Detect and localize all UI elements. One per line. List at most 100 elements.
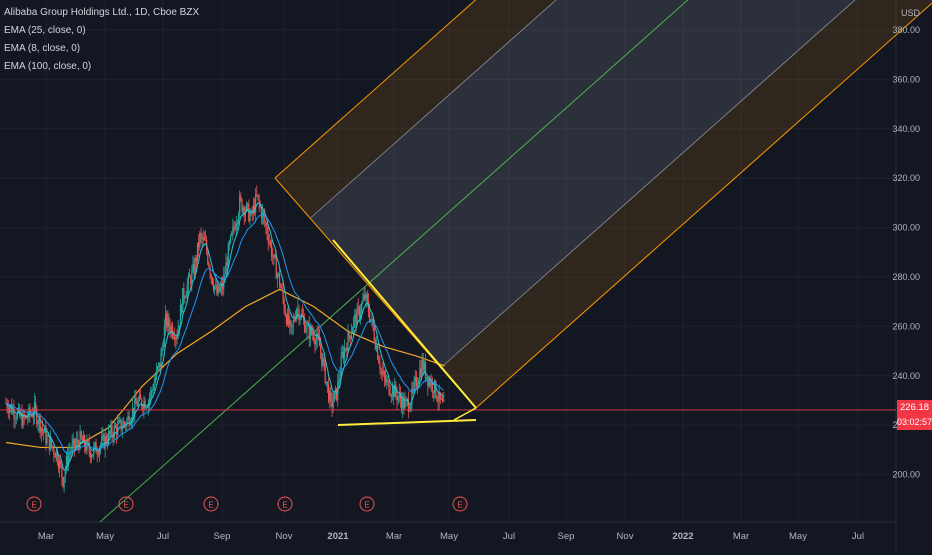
candle-body (21, 413, 23, 427)
earnings-marker[interactable]: E (277, 496, 293, 512)
candle-body (168, 316, 170, 327)
candle-body (414, 377, 416, 382)
candle-body (382, 372, 384, 375)
candle-body (184, 297, 186, 299)
candle-body (53, 448, 55, 455)
candle-body (103, 434, 105, 449)
candle-body (393, 386, 395, 397)
candle-body (264, 215, 266, 224)
candle-body (424, 362, 427, 379)
candle-body (207, 251, 209, 263)
candle-body (212, 284, 215, 290)
candle-body (403, 397, 405, 409)
candle-body (36, 408, 38, 425)
candle-body (372, 318, 374, 329)
ema-8-label[interactable]: EMA (8, close, 0) (4, 43, 81, 54)
candle-body (194, 258, 196, 276)
candle-body (66, 456, 69, 465)
earnings-marker[interactable]: E (359, 496, 375, 512)
candle-body (369, 312, 371, 321)
candle-body (228, 242, 231, 244)
earnings-marker[interactable]: E (26, 496, 42, 512)
candle-body (394, 384, 396, 397)
candle-body (388, 381, 390, 394)
candle-body (142, 406, 144, 410)
candle-body (179, 305, 182, 326)
candle-body (175, 336, 177, 340)
candle-body (260, 207, 262, 219)
candle-body (252, 205, 254, 214)
candle-body (117, 423, 119, 435)
candle-body (289, 320, 291, 326)
candle-body (174, 337, 176, 340)
candle-body (428, 379, 430, 387)
candle-body (275, 257, 277, 279)
price-tick-label: 260.00 (892, 321, 920, 331)
candle-body (313, 334, 315, 341)
candle-body (203, 237, 205, 241)
earnings-circle (26, 496, 42, 512)
candle-body (171, 326, 174, 336)
candle-body (375, 345, 378, 350)
candle-body (253, 205, 256, 213)
candle-body (294, 318, 297, 321)
price-tick-label: 200.00 (892, 470, 920, 480)
candle-body (345, 348, 347, 349)
candle-body (196, 242, 199, 262)
ema-100-label[interactable]: EMA (100, close, 0) (4, 61, 92, 72)
candle-body (339, 374, 341, 381)
candle-body (118, 420, 120, 424)
candle-body (52, 446, 54, 449)
candle-body (76, 439, 78, 445)
candle-body (11, 404, 13, 414)
candle-body (438, 392, 440, 402)
time-tick-label: May (789, 531, 807, 542)
candle-body (245, 203, 248, 211)
candle-body (73, 438, 75, 448)
candle-body (346, 348, 348, 351)
candle-body (165, 313, 167, 327)
earnings-marker[interactable]: E (452, 496, 468, 512)
earnings-label: E (208, 501, 213, 510)
candle-body (233, 226, 235, 229)
candle-body (273, 254, 275, 258)
candle-body (314, 340, 316, 345)
earnings-marker[interactable]: E (203, 496, 219, 512)
candle-body (71, 443, 73, 452)
candle-body (60, 460, 62, 466)
candle-body (33, 402, 36, 416)
candle-body (329, 391, 331, 402)
candle-body (419, 368, 421, 381)
time-tick-label: Jul (157, 531, 169, 542)
candle-body (27, 417, 29, 419)
candle-body (25, 415, 28, 419)
candle-body (15, 418, 17, 420)
candle-body (65, 456, 68, 470)
candle-body (108, 431, 110, 444)
candle-body (331, 398, 333, 408)
pitchfork-zone-center (310, 0, 855, 368)
candle-body (56, 450, 58, 462)
candle-body (343, 348, 346, 359)
candle-body (347, 331, 349, 351)
candle-body (276, 274, 278, 279)
candle-body (358, 307, 360, 318)
candle-body (45, 427, 47, 444)
candle-body (85, 446, 87, 451)
candle-body (266, 225, 268, 235)
earnings-marker[interactable]: E (118, 496, 134, 512)
candle-body (46, 436, 48, 444)
candle-body (210, 274, 212, 278)
ema-25-label[interactable]: EMA (25, close, 0) (4, 25, 86, 36)
earnings-circle (277, 496, 293, 512)
time-tick-label: Jul (852, 531, 864, 542)
pitchfork-inner-line (309, 0, 557, 219)
symbol-title[interactable]: Alibaba Group Holdings Ltd., 1D, Cboe BZ… (4, 7, 200, 18)
candle-body (54, 454, 56, 458)
candle-body (126, 419, 128, 427)
pitchfork-inner-line (440, 0, 856, 369)
candle-body (199, 232, 201, 248)
